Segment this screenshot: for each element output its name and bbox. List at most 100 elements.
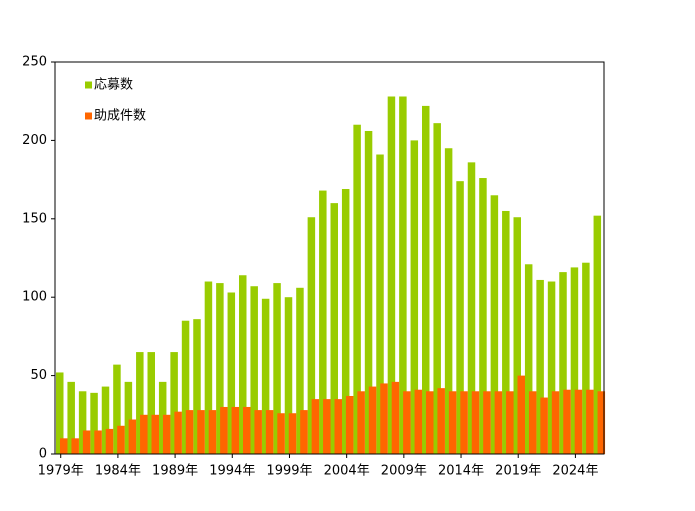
legend-label: 応募数: [94, 78, 133, 93]
y-tick-label: 100: [22, 290, 47, 305]
bar: [574, 389, 583, 454]
bar: [422, 105, 430, 455]
bar: [559, 272, 567, 454]
x-tick-label: 2024年: [552, 464, 598, 479]
bar: [67, 381, 75, 454]
x-tick-label: 2014年: [438, 464, 484, 479]
x-tick-label: 2004年: [324, 464, 370, 479]
y-tick-label: 50: [30, 368, 47, 383]
bar: [403, 391, 411, 454]
bar: [113, 364, 121, 454]
bar: [94, 430, 102, 454]
bar: [467, 162, 476, 455]
bar: [357, 391, 365, 454]
bar: [399, 96, 407, 454]
bar: [265, 410, 274, 454]
legend-marker: [85, 112, 92, 120]
legend-marker: [85, 81, 92, 89]
bar: [300, 410, 308, 454]
bar: [101, 386, 110, 454]
bar: [456, 181, 464, 454]
bar: [170, 352, 178, 454]
bar: [243, 406, 251, 454]
x-tick-label: 2019年: [495, 464, 541, 479]
bar: [536, 279, 544, 454]
x-tick-label: 2009年: [381, 464, 427, 479]
bar: [60, 438, 68, 454]
bar: [444, 148, 453, 455]
bar: [597, 391, 606, 454]
bar: [197, 410, 205, 454]
bar: [307, 217, 316, 454]
bar: [220, 406, 228, 454]
bar: [185, 410, 194, 454]
x-tick-label: 1979年: [38, 464, 84, 479]
bar: [448, 391, 457, 454]
bar: [368, 386, 377, 454]
bar: [380, 383, 388, 454]
bar: [208, 410, 217, 454]
x-tick-label: 1984年: [95, 464, 141, 479]
bar: [410, 140, 419, 454]
bar: [273, 283, 281, 454]
bar: [254, 410, 262, 454]
bar: [71, 438, 79, 454]
bar: [506, 391, 514, 454]
bar: [140, 414, 148, 454]
bar: [261, 298, 270, 454]
y-tick-label: 150: [22, 211, 47, 226]
bar: [341, 189, 350, 454]
bar: [227, 292, 236, 454]
legend-label: 助成件数: [94, 109, 146, 124]
bar: [78, 391, 87, 454]
bar: [284, 297, 293, 454]
bar: [323, 399, 331, 454]
bar: [128, 419, 137, 454]
bar: [460, 391, 468, 454]
bar: [563, 389, 571, 454]
x-tick-label: 1994年: [209, 464, 255, 479]
bar: [216, 283, 224, 454]
bar: [547, 281, 556, 454]
bar: [586, 389, 594, 454]
bar: [181, 320, 190, 454]
bar: [82, 430, 91, 454]
bar: [250, 286, 258, 454]
bar: [117, 425, 125, 454]
bar: [330, 203, 338, 454]
bar: [483, 391, 491, 454]
y-tick-label: 0: [39, 447, 47, 462]
bar: [426, 391, 434, 454]
bar: [517, 375, 525, 454]
y-tick-label: 200: [22, 133, 47, 148]
bar: [334, 399, 342, 454]
bar: [174, 411, 182, 454]
bar: [296, 287, 304, 454]
bar: [90, 392, 98, 454]
bar: [437, 388, 445, 454]
bar: [204, 281, 213, 454]
bar: [471, 391, 480, 454]
bar: [56, 372, 64, 454]
bar: [105, 428, 114, 454]
bar: [277, 413, 285, 454]
bar: [513, 217, 521, 454]
bar: [364, 130, 373, 454]
bar: [433, 123, 441, 454]
bar: [239, 275, 247, 454]
bar: [136, 352, 144, 454]
bar: [231, 406, 240, 454]
bar: [162, 414, 171, 454]
bar: [494, 391, 503, 454]
bar: [345, 395, 354, 454]
bar: [124, 381, 133, 454]
bar: [376, 154, 384, 454]
bar: [387, 96, 396, 454]
bar: [528, 391, 537, 454]
bar: [193, 319, 201, 454]
bar: [391, 381, 400, 454]
bar: [570, 267, 579, 454]
bar: [311, 399, 320, 454]
bar: [147, 352, 155, 454]
